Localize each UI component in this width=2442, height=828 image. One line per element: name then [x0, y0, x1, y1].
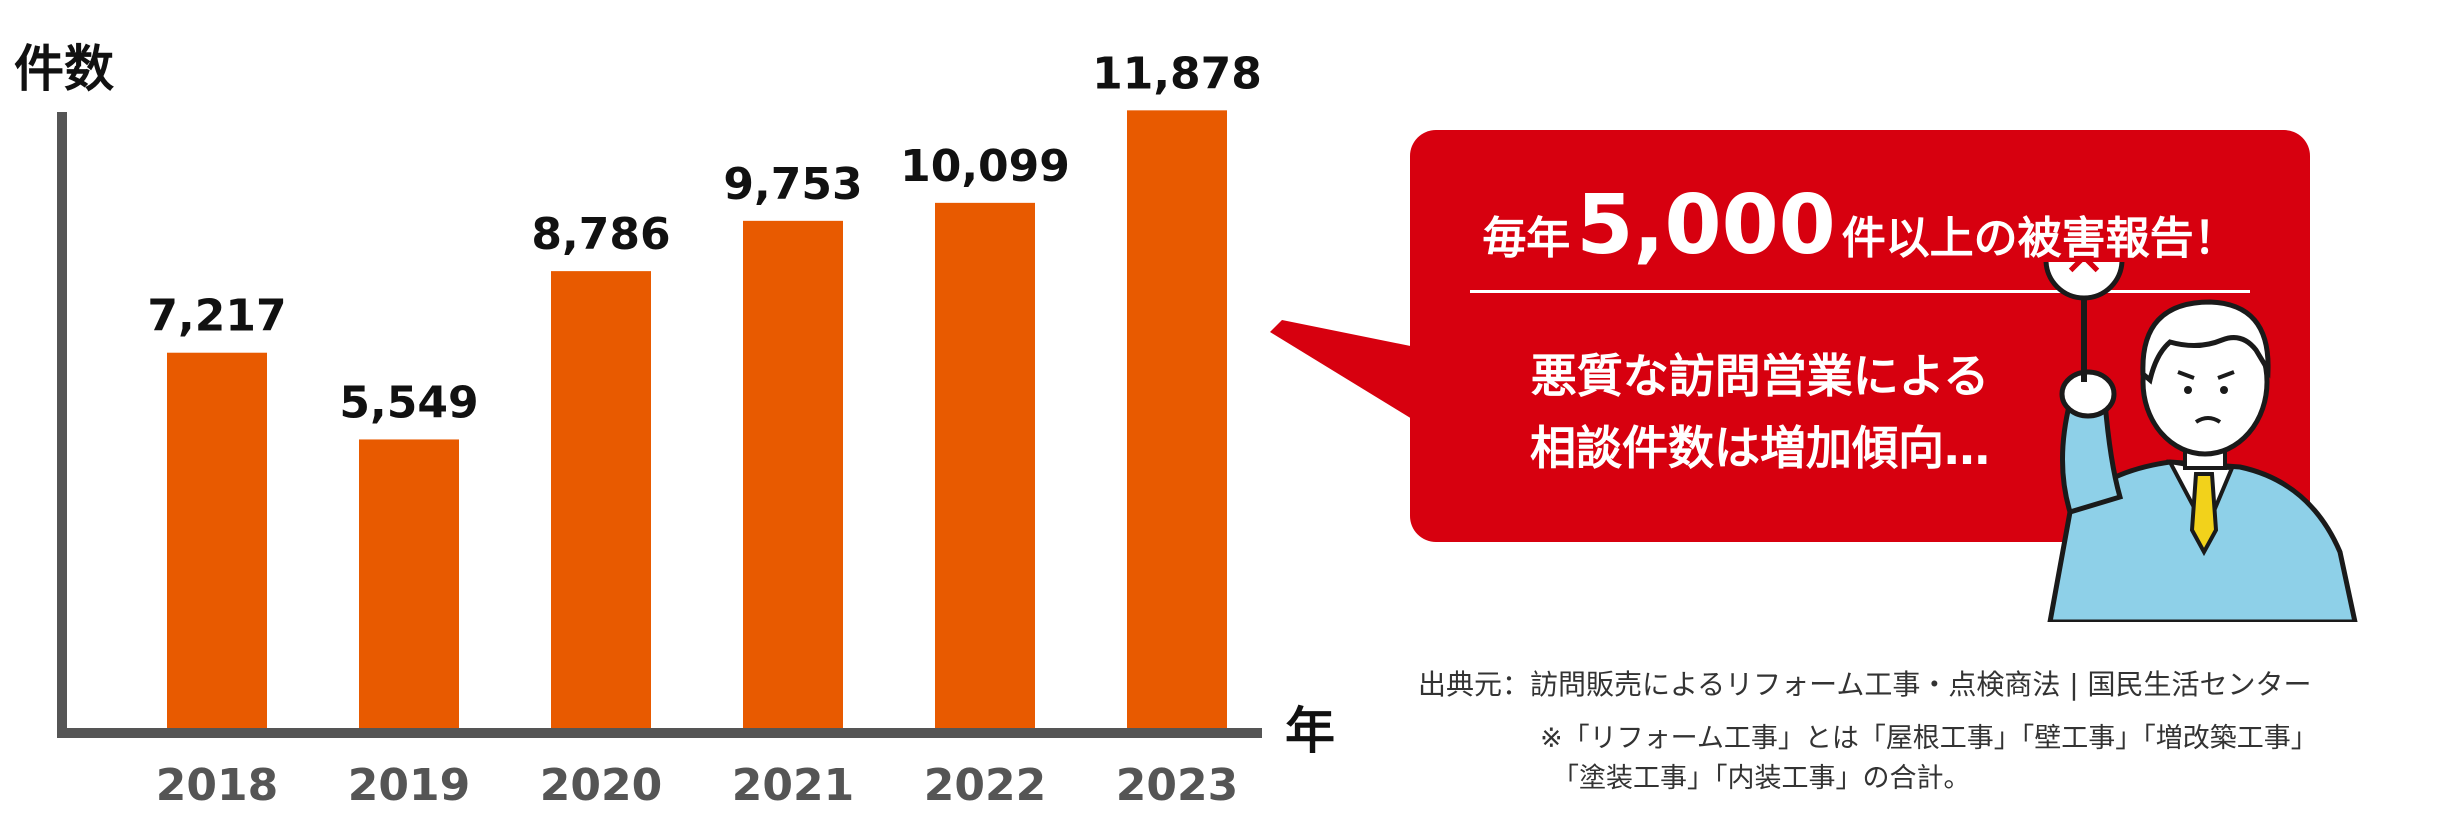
data-label-2019: 5,549	[339, 377, 478, 428]
x-tick-2019: 2019	[348, 760, 470, 811]
data-label-2022: 10,099	[900, 141, 1070, 192]
headline-number: 5,000	[1576, 178, 1836, 273]
footnote-line-2: 「塗装工事」「内装工事」の合計。	[1552, 763, 1971, 794]
data-label-2020: 8,786	[531, 209, 670, 260]
bar-2022	[935, 202, 1035, 729]
source-citation: 出典元：訪問販売によるリフォーム工事・点検商法 | 国民生活センター	[1418, 668, 2312, 701]
x-tick-2020: 2020	[540, 760, 662, 811]
speech-bubble-tail	[1270, 320, 1430, 430]
bar-chart: 件数 年 7,217 2018 5,549 2019 8,786 2020 9,753 202…	[14, 40, 1335, 811]
x-tick-2018: 2018	[156, 760, 278, 811]
bar-2023	[1127, 110, 1227, 729]
bars-group: 7,217 2018 5,549 2019 8,786 2020 9,753 2021 10,0…	[147, 48, 1261, 811]
callout-headline: 毎年5,000 件以上の被害報告！	[1410, 178, 2310, 273]
data-label-2021: 9,753	[723, 159, 862, 210]
data-label-2018: 7,217	[147, 291, 286, 342]
callout-line-2: 相談件数は増加傾向…	[1530, 421, 1990, 475]
callout-divider	[1470, 290, 2250, 293]
x-tick-2023: 2023	[1116, 760, 1238, 811]
x-tick-2021: 2021	[732, 760, 854, 811]
bar-2021	[743, 220, 843, 728]
headline-suffix: 件以上の被害報告！	[1841, 213, 2238, 264]
data-label-2023: 11,878	[1092, 48, 1262, 99]
bar-2019	[359, 439, 459, 728]
man-holding-x-sign-icon: ✕	[2043, 262, 2358, 622]
x-tick-2022: 2022	[924, 760, 1046, 811]
headline-prefix: 毎年	[1482, 213, 1571, 264]
bar-2020	[551, 271, 651, 728]
callout-line-1: 悪質な訪問営業による	[1530, 349, 1990, 403]
sign-x-symbol: ✕	[2062, 262, 2106, 289]
bar-2018	[167, 352, 267, 728]
y-axis-label: 件数	[14, 40, 114, 98]
footnote-line-1: ※「リフォーム工事」とは「屋根工事」「壁工事」「増改築工事」	[1540, 723, 2318, 754]
x-axis-label: 年	[1285, 702, 1335, 760]
